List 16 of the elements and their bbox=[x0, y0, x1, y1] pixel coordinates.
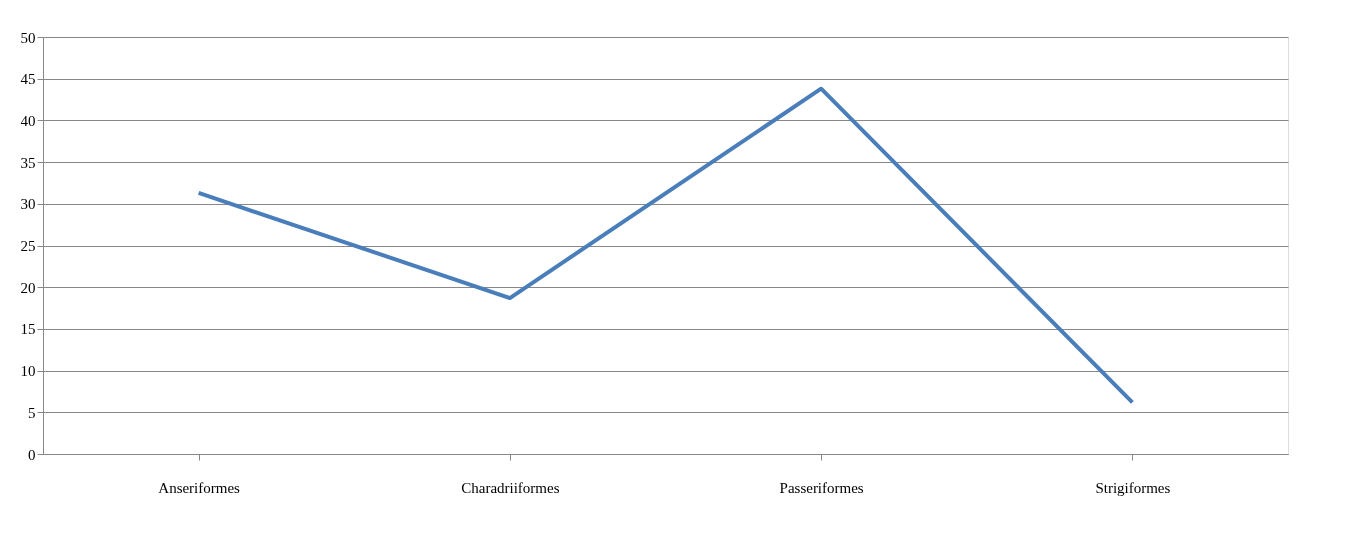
y-tick-label: 50 bbox=[20, 29, 36, 46]
y-tick-label: 20 bbox=[20, 279, 36, 296]
line-series bbox=[196, 86, 1135, 405]
y-tick-label: 0 bbox=[28, 446, 36, 463]
x-tick-label: Anseriformes bbox=[158, 479, 241, 496]
y-tick-label: 45 bbox=[20, 71, 36, 88]
y-tick-label: 30 bbox=[20, 196, 36, 213]
y-tick-label: 15 bbox=[20, 321, 36, 338]
x-tick-label: Charadriiformes bbox=[461, 479, 560, 496]
y-tick-label: 25 bbox=[20, 238, 36, 254]
y-tick-label: 40 bbox=[20, 112, 36, 129]
x-tick-label: Strigiformes bbox=[1095, 479, 1171, 496]
y-tick-label: 35 bbox=[20, 154, 36, 171]
y-tick-label: 5 bbox=[28, 404, 36, 421]
x-tick-label: Passeriformes bbox=[779, 479, 864, 496]
y-tick-label: 10 bbox=[20, 363, 36, 380]
